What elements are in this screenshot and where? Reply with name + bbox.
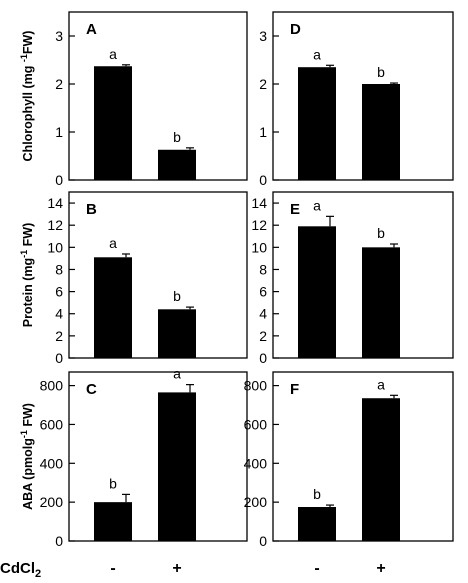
- y-axis-label: ABA (pmolg-1 FW): [19, 403, 35, 510]
- chart-panel-a: A 0 1 2 3 a b Chlorophyll (mg -1FW): [19, 11, 248, 188]
- significance-letter: b: [173, 129, 181, 145]
- y-tick-label: 10: [251, 239, 267, 255]
- y-tick-label: 0: [259, 172, 267, 188]
- y-tick-label: 0: [55, 533, 63, 549]
- y-tick-label: 800: [40, 378, 64, 394]
- x-axis: CdCl2 - + - +: [0, 560, 386, 580]
- y-axis-label-text: ABA (pmolg: [21, 438, 35, 510]
- panel-letter: F: [290, 381, 299, 398]
- significance-letter: b: [173, 288, 181, 304]
- y-axis-label: Protein (mg-1 FW): [19, 223, 35, 328]
- significance-letter: b: [109, 475, 117, 491]
- y-tick-label: 400: [244, 455, 268, 471]
- y-tick-label: 8: [55, 261, 63, 277]
- y-tick-label: 0: [55, 172, 63, 188]
- y-tick-label: 14: [47, 195, 63, 211]
- y-tick-label: 200: [40, 494, 64, 510]
- panel-letter: E: [290, 201, 300, 218]
- bar: [94, 502, 132, 541]
- x-tick-label: +: [376, 560, 385, 577]
- y-tick-label: 12: [251, 217, 267, 233]
- y-tick-label: 6: [55, 284, 63, 300]
- chart-panel-e: E 0 2 4 6 8 10 12 14 a b: [251, 191, 454, 366]
- x-axis-label-subscript: 2: [35, 568, 41, 580]
- y-axis-label-superscript: -1: [19, 54, 29, 62]
- y-tick-label: 4: [55, 306, 63, 322]
- bar: [94, 257, 132, 358]
- y-tick-label: 10: [47, 239, 63, 255]
- panel-letter: D: [290, 21, 301, 38]
- y-tick-label: 2: [55, 76, 63, 92]
- x-tick-label: -: [110, 560, 115, 577]
- x-axis-label: CdCl2: [0, 560, 41, 580]
- bar: [158, 392, 196, 541]
- significance-letter: b: [313, 486, 321, 502]
- significance-letter: b: [377, 225, 385, 241]
- bar: [298, 67, 336, 180]
- y-tick-label: 800: [244, 378, 268, 394]
- bar: [158, 149, 196, 180]
- chart-panel-f: F 0 200 400 600 800 b a: [244, 371, 454, 549]
- y-axis-label-text: Chlorophyll (mg: [21, 62, 35, 161]
- significance-letter: a: [377, 376, 385, 392]
- significance-letter: a: [109, 235, 117, 251]
- x-tick-label: -: [314, 560, 319, 577]
- panel-letter: A: [86, 21, 97, 38]
- y-axis-label-superscript: -1: [19, 430, 29, 438]
- bar: [362, 247, 400, 358]
- significance-letter: b: [377, 64, 385, 80]
- y-axis-label-text: Protein (mg: [21, 258, 35, 327]
- y-axis-label-unit: FW): [21, 223, 35, 250]
- bar: [362, 398, 400, 541]
- y-tick-label: 0: [259, 350, 267, 366]
- chart-panel-c: C 0 200 400 600 800 b a ABA (pmolg-1 FW): [19, 366, 248, 549]
- bar: [362, 84, 400, 180]
- y-tick-label: 12: [47, 217, 63, 233]
- y-axis-label-unit: FW): [21, 403, 35, 430]
- y-tick-label: 2: [259, 76, 267, 92]
- y-tick-label: 3: [259, 28, 267, 44]
- significance-letter: a: [313, 197, 321, 213]
- y-tick-label: 6: [259, 284, 267, 300]
- bar: [94, 66, 132, 180]
- significance-letter: a: [109, 46, 117, 62]
- y-tick-label: 400: [40, 455, 64, 471]
- x-axis-label-text: CdCl: [0, 560, 35, 577]
- chart-panel-d: D 0 1 2 3 a b: [259, 11, 454, 188]
- y-tick-label: 8: [259, 261, 267, 277]
- significance-letter: a: [173, 366, 181, 382]
- bar: [298, 226, 336, 358]
- x-tick-label: +: [172, 560, 181, 577]
- y-axis-label-superscript: -1: [19, 250, 29, 258]
- y-tick-label: 200: [244, 494, 268, 510]
- y-tick-label: 0: [55, 350, 63, 366]
- panel-letter: C: [86, 381, 97, 398]
- y-tick-label: 4: [259, 306, 267, 322]
- panel-letter: B: [86, 201, 97, 218]
- y-tick-label: 600: [244, 416, 268, 432]
- chart-panel-b: B 0 2 4 6 8 10 12 14 a b Protein (mg-1 FW): [19, 191, 248, 366]
- y-tick-label: 2: [55, 328, 63, 344]
- y-tick-label: 0: [259, 533, 267, 549]
- y-tick-label: 1: [55, 124, 63, 140]
- y-axis-label-unit: FW): [21, 31, 35, 55]
- bar: [158, 309, 196, 358]
- y-axis-label: Chlorophyll (mg -1FW): [19, 31, 35, 162]
- bar: [298, 507, 336, 541]
- y-tick-label: 600: [40, 416, 64, 432]
- y-tick-label: 14: [251, 195, 267, 211]
- y-tick-label: 2: [259, 328, 267, 344]
- y-tick-label: 1: [259, 124, 267, 140]
- y-tick-label: 3: [55, 28, 63, 44]
- significance-letter: a: [313, 46, 321, 62]
